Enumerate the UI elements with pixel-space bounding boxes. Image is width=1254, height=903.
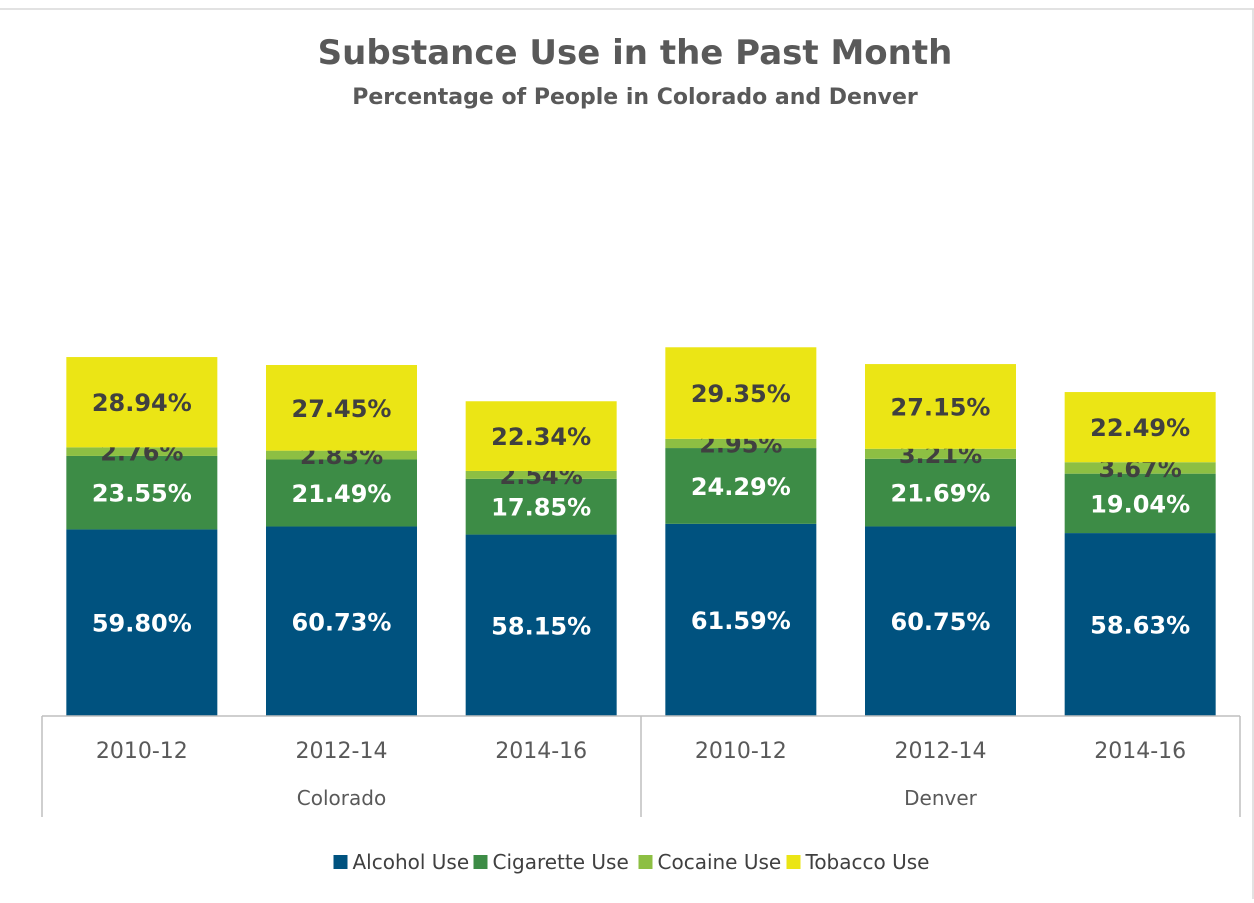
bar-segment: [665, 438, 817, 449]
bar-segment: [66, 529, 218, 716]
legend-swatch: [786, 855, 801, 869]
group-label: Colorado: [297, 786, 386, 810]
bar-segment: [266, 459, 417, 527]
data-label: 22.49%: [1090, 414, 1190, 442]
bar-segment: [865, 364, 1016, 449]
data-label: 27.45%: [292, 395, 392, 423]
data-label: 21.69%: [891, 480, 991, 508]
data-label: 24.29%: [691, 473, 791, 501]
data-label: 23.55%: [92, 480, 192, 508]
bar-segment: [465, 470, 617, 479]
data-label: 22.34%: [491, 423, 591, 451]
chart-legend: Alcohol Use Cigarette Use Cocaine Use Tobac…: [333, 850, 930, 874]
data-label: 60.75%: [891, 608, 991, 636]
chart-title: Substance Use in the Past Month: [318, 33, 953, 73]
bar-segment: [266, 450, 417, 460]
data-label: 19.04%: [1090, 490, 1190, 518]
bar-segment: [665, 448, 817, 524]
data-label: 27.15%: [891, 393, 991, 421]
bar-segment: [1064, 473, 1216, 534]
category-tick-label: 2010-12: [96, 739, 188, 764]
category-tick-label: 2010-12: [695, 739, 787, 764]
data-label: 60.73%: [292, 608, 392, 636]
bar-stacks: 59.80%23.55%2.76%28.94%60.73%21.49%2.83%…: [66, 347, 1216, 716]
data-label: 21.49%: [292, 480, 392, 508]
legend-entry: Tobacco Use: [805, 850, 930, 874]
bar-segment: [66, 455, 218, 530]
category-tick-label: 2014-16: [1094, 739, 1186, 764]
bar-segment: [266, 526, 417, 716]
data-label: 28.94%: [92, 389, 192, 417]
category-tick-label: 2012-14: [895, 739, 987, 764]
bar-segment: [665, 347, 817, 439]
category-tick-label: 2014-16: [495, 739, 587, 764]
bar-segment: [465, 478, 617, 535]
legend-entry: Alcohol Use: [353, 850, 470, 874]
bar-segment: [266, 365, 417, 451]
data-label: 58.15%: [491, 612, 591, 640]
data-label: 17.85%: [491, 494, 591, 522]
group-label: Denver: [904, 786, 978, 810]
bar-segment: [865, 458, 1016, 527]
bar-segment: [66, 357, 218, 448]
bar-segment: [865, 448, 1016, 459]
legend-entry: Cigarette Use: [493, 850, 629, 874]
bar-segment: [66, 447, 218, 456]
bar-segment: [1064, 533, 1216, 716]
category-axis: 2010-12 2012-14 2014-16 2010-12 2012-14 2014-…: [41, 715, 1241, 817]
bar-segment: [1064, 462, 1216, 474]
data-label: 58.63%: [1090, 612, 1190, 640]
data-label: 29.35%: [691, 380, 791, 408]
legend-swatch: [333, 855, 348, 869]
legend-entry: Cocaine Use: [658, 850, 782, 874]
chart-subtitle: Percentage of People in Colorado and Den…: [352, 85, 918, 110]
category-tick-label: 2012-14: [296, 739, 388, 764]
bar-segment: [865, 526, 1016, 716]
bar-segment: [665, 523, 817, 716]
bar-segment: [465, 401, 617, 471]
data-label: 59.80%: [92, 610, 192, 638]
data-label: 61.59%: [691, 607, 791, 635]
bar-segment: [1064, 392, 1216, 463]
bar-segment: [465, 534, 617, 716]
legend-swatch: [473, 855, 488, 869]
legend-swatch: [638, 855, 653, 869]
